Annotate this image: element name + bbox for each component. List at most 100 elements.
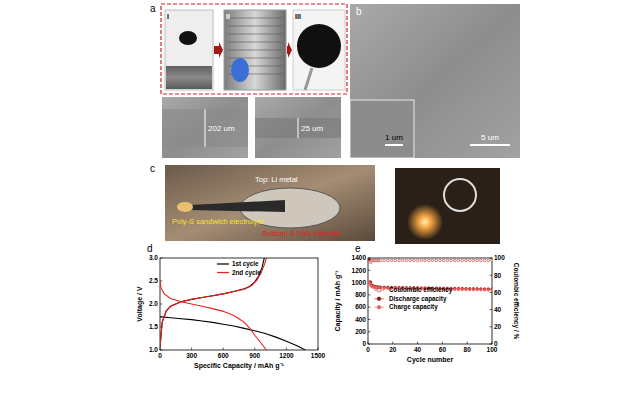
x-tick-label: 600 (218, 352, 229, 359)
y-tick (368, 307, 371, 308)
data-point (442, 259, 445, 262)
y-tick-label: 1.0 (149, 346, 158, 353)
panel-letter: b (356, 6, 362, 17)
tweezer (305, 68, 312, 90)
legend-label: Coulombic efficiency (389, 286, 453, 294)
y-tick-label: 0 (362, 340, 366, 347)
data-point (480, 259, 483, 262)
x-tick-label: 20 (389, 346, 397, 353)
annotation: Top: Li metal (255, 175, 298, 184)
sem-inset (350, 100, 414, 158)
scale-label: 5 um (481, 133, 499, 142)
thickness-label: 202 um (208, 124, 235, 133)
y-tick-label: 400 (355, 316, 366, 323)
x-tick-label: 300 (186, 352, 197, 359)
data-point (491, 289, 492, 292)
y-tick-label: 1000 (352, 279, 367, 286)
thickness-label: 25 um (301, 124, 324, 133)
photo (395, 168, 500, 244)
data-point (379, 286, 382, 289)
tweezer (190, 200, 285, 212)
y-tick-label: 2.0 (149, 300, 158, 307)
data-point (427, 259, 430, 262)
annotation: Bottom: S PAN cathode (262, 229, 341, 238)
y2-tick-label: 80 (494, 272, 502, 279)
chart: e020406080100020040060080010001200140002… (334, 243, 520, 364)
data-point (454, 287, 457, 290)
bulb (177, 202, 193, 212)
y-tick-label: 1.5 (149, 323, 158, 330)
y-tick (160, 350, 163, 351)
photo (165, 10, 213, 90)
y-tick (368, 344, 371, 345)
data-point (379, 259, 382, 262)
data-point (472, 288, 475, 291)
data-point (491, 259, 492, 262)
panel-letter: c (150, 163, 155, 174)
data-point (390, 259, 393, 262)
panel-a: IIIIII202 um25 um (161, 4, 347, 158)
panel-letter: e (355, 243, 361, 254)
x-tick (417, 342, 418, 345)
panel-letter: a (150, 3, 156, 14)
data-point (487, 289, 490, 292)
y-tick-label: 2.5 (149, 277, 158, 284)
data-point (461, 259, 464, 262)
data-point (465, 288, 468, 291)
sem-image (162, 97, 248, 158)
panel-letter: d (147, 243, 153, 254)
data-point (472, 259, 475, 262)
panel-b: 1 um5 umb (350, 4, 520, 158)
thickness-arrow (205, 109, 206, 147)
data-point (476, 288, 479, 291)
data-point (409, 259, 412, 262)
data-point (461, 288, 464, 291)
y2-tick (490, 309, 493, 310)
x-tick-label: 0 (366, 346, 370, 353)
y-tick (368, 282, 371, 283)
x-tick (442, 342, 443, 345)
y-tick (160, 258, 163, 259)
data-point (446, 259, 449, 262)
x-tick (368, 342, 369, 345)
data-point (480, 288, 483, 291)
data-point (457, 259, 460, 262)
y-tick-label: 600 (355, 303, 366, 310)
x-tick (286, 348, 287, 351)
sem-image (350, 4, 520, 158)
data-point (461, 287, 464, 290)
legend-swatch (377, 305, 381, 309)
x-tick-label: 900 (249, 352, 260, 359)
x-tick (467, 342, 468, 345)
machine-line (228, 42, 282, 43)
x-tick-label: 1500 (311, 352, 326, 359)
arrow (287, 42, 292, 58)
legend-swatch (217, 263, 229, 264)
y2-axis-title: Coulombic efficiency / % (512, 263, 520, 340)
legend: 1st cycle2nd cycle (217, 260, 261, 277)
y-tick-label: 3.0 (149, 254, 158, 261)
film (255, 118, 341, 138)
x-tick (223, 348, 224, 351)
coin-cell (444, 179, 476, 211)
scale-bar (385, 144, 403, 146)
x-tick (191, 348, 192, 351)
series-line (160, 258, 305, 350)
legend-swatch (377, 288, 381, 292)
data-point (483, 289, 486, 292)
x-tick (254, 348, 255, 351)
figure: IIIIII202 um25 uma1 um5 umbTop: Li metal… (0, 0, 642, 396)
data-point (405, 259, 408, 262)
y2-tick (490, 326, 493, 327)
scale-bar (470, 144, 510, 146)
data-point (468, 259, 471, 262)
y-tick (368, 319, 371, 320)
dashed-box (161, 4, 347, 94)
figure-canvas: IIIIII202 um25 uma1 um5 umbTop: Li metal… (0, 0, 642, 396)
panel-c: Top: Li metalPoly-S sandwich electrolyte… (165, 165, 500, 244)
series-line (160, 258, 266, 350)
y2-tick-label: 40 (494, 306, 502, 313)
arrow (214, 42, 223, 58)
data-point (413, 259, 416, 262)
y-axis-title: Capacity / mAh g⁻¹ (334, 270, 342, 332)
